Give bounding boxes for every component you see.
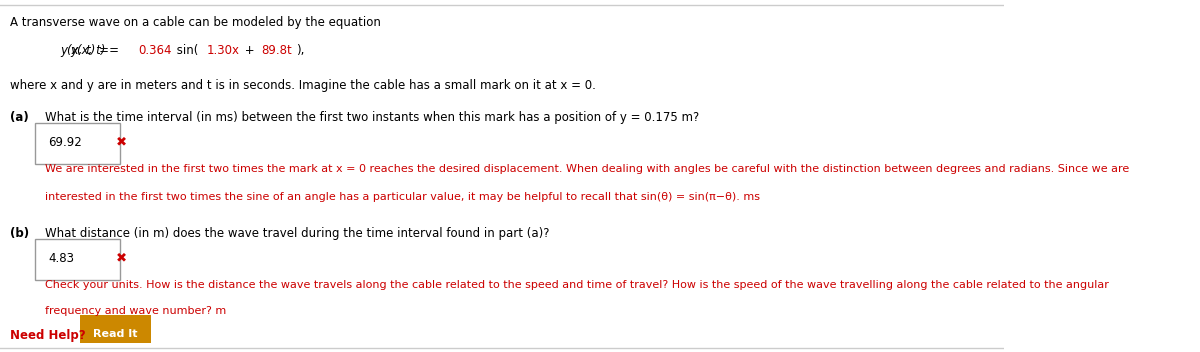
Text: 1.30x: 1.30x bbox=[206, 44, 240, 57]
Text: Need Help?: Need Help? bbox=[10, 329, 85, 342]
Text: A transverse wave on a cable can be modeled by the equation: A transverse wave on a cable can be mode… bbox=[10, 16, 380, 29]
Text: 69.92: 69.92 bbox=[48, 136, 82, 149]
Text: interested in the first two times the sine of an angle has a particular value, i: interested in the first two times the si… bbox=[46, 192, 760, 202]
Text: What distance (in m) does the wave travel during the time interval found in part: What distance (in m) does the wave trave… bbox=[46, 227, 550, 240]
Text: where x and y are in meters and t is in seconds. Imagine the cable has a small m: where x and y are in meters and t is in … bbox=[10, 79, 596, 92]
FancyBboxPatch shape bbox=[35, 239, 120, 280]
Text: ✖: ✖ bbox=[115, 252, 126, 265]
Text: ✖: ✖ bbox=[115, 136, 126, 149]
Text: (b): (b) bbox=[10, 227, 29, 240]
Text: y(x, t) =: y(x, t) = bbox=[71, 44, 124, 57]
Text: Read It: Read It bbox=[94, 329, 138, 339]
FancyBboxPatch shape bbox=[80, 315, 150, 343]
Text: 89.8t: 89.8t bbox=[262, 44, 292, 57]
Text: 4.83: 4.83 bbox=[48, 252, 74, 265]
FancyBboxPatch shape bbox=[35, 123, 120, 164]
Text: We are interested in the first two times the mark at x = 0 reaches the desired d: We are interested in the first two times… bbox=[46, 164, 1129, 174]
Text: sin(: sin( bbox=[173, 44, 198, 57]
Text: ),: ), bbox=[295, 44, 304, 57]
Text: What is the time interval (in ms) between the first two instants when this mark : What is the time interval (in ms) betwee… bbox=[46, 111, 700, 124]
Text: (a): (a) bbox=[10, 111, 29, 124]
Text: frequency and wave number? m: frequency and wave number? m bbox=[46, 306, 227, 316]
Text: Check your units. How is the distance the wave travels along the cable related t: Check your units. How is the distance th… bbox=[46, 280, 1109, 290]
Text: 0.364: 0.364 bbox=[138, 44, 172, 57]
Text: +: + bbox=[241, 44, 258, 57]
Text: y(x, t) =: y(x, t) = bbox=[60, 44, 113, 57]
